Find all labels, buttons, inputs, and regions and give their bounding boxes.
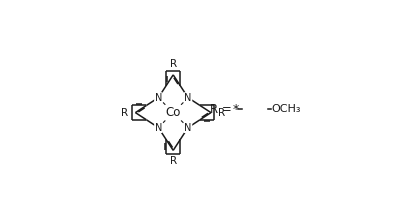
Text: R: R [218, 108, 225, 118]
Text: N: N [155, 122, 162, 132]
Text: *: * [233, 103, 239, 116]
Text: R: R [121, 108, 128, 118]
Text: OCH₃: OCH₃ [271, 104, 300, 114]
Text: Co: Co [166, 106, 181, 119]
Text: N: N [155, 93, 162, 103]
Text: R: R [170, 156, 177, 166]
Text: N: N [184, 93, 192, 103]
Text: R: R [170, 59, 177, 69]
Text: R =: R = [210, 103, 231, 116]
Text: N: N [184, 122, 192, 132]
Bar [240, 95, 269, 124]
